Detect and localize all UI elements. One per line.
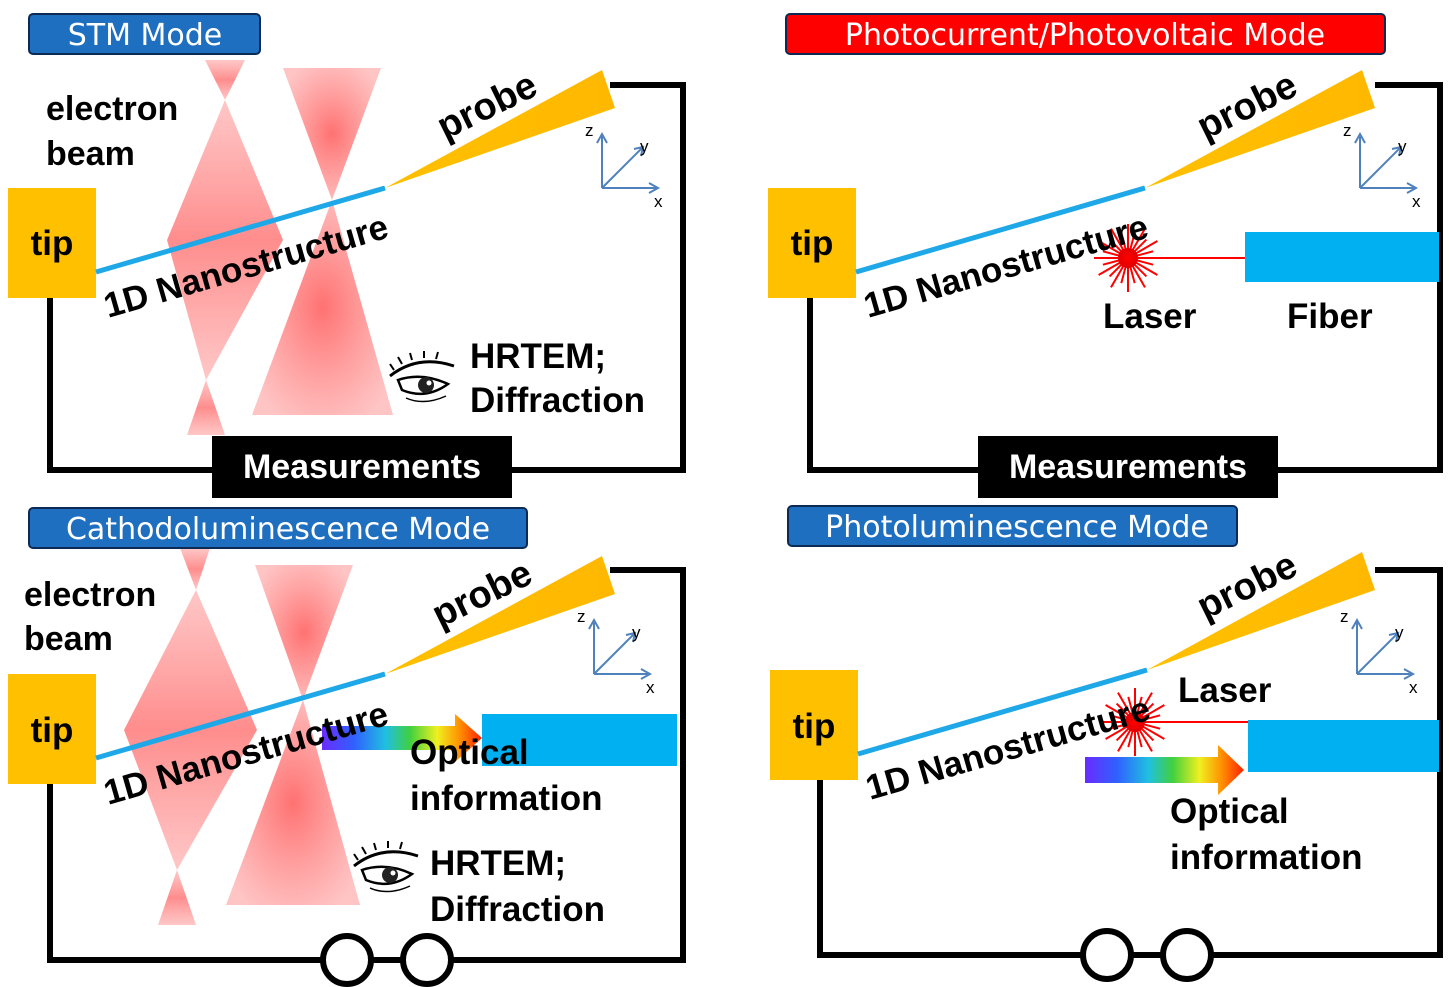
hrtem-beam-bottom: [226, 700, 360, 905]
panel-cathodoluminescence: tip probe 1D Nanostructure electron beam…: [8, 507, 686, 987]
circuit-wire: [47, 780, 322, 963]
mode-badge: [787, 505, 1238, 547]
tip-label: tip: [793, 707, 836, 746]
electron-beam-label-2: beam: [24, 620, 113, 658]
axis-y-label: y: [632, 623, 641, 642]
axes-icon: z y x: [577, 607, 655, 697]
fiber-block: [1245, 232, 1439, 282]
circuit-wire: [47, 290, 212, 473]
mode-badge: [28, 507, 528, 549]
optical-arrow: [1085, 745, 1244, 795]
axis-y-label: y: [1398, 137, 1407, 156]
terminal-circle: [1080, 928, 1134, 982]
nanowire: [95, 671, 386, 761]
axis-z-label: z: [577, 607, 586, 626]
hrtem-label-2: Diffraction: [430, 890, 605, 929]
probe-needle: [1147, 552, 1375, 670]
tip-block: [768, 188, 856, 298]
circuit-wire: [807, 295, 978, 473]
circuit-wire: [452, 567, 686, 963]
axis-x-label: x: [654, 192, 663, 211]
axis-z-label: z: [1343, 121, 1352, 140]
measurements-box: [212, 436, 512, 498]
measurements-box: [978, 436, 1278, 498]
eye-icon: [353, 841, 419, 893]
mode-label: Photoluminescence Mode: [825, 510, 1209, 545]
optical-label-1: Optical: [1170, 792, 1289, 831]
fiber-block: [1248, 720, 1439, 772]
nanowire: [855, 185, 1146, 275]
nanowire: [857, 667, 1148, 757]
laser-label: Laser: [1178, 671, 1272, 710]
terminal-circle: [1160, 928, 1214, 982]
probe-needle: [385, 70, 615, 188]
hrtem-beam-top: [255, 565, 353, 700]
terminal-circle: [320, 933, 374, 987]
electron-beam-lower: [158, 870, 196, 925]
electron-beam-label-1: electron: [46, 90, 178, 128]
axis-z-label: z: [1340, 607, 1349, 626]
axes-icon: z y x: [1340, 607, 1418, 697]
tip-block: [8, 674, 96, 784]
mode-label: STM Mode: [68, 18, 223, 53]
axis-x-label: x: [1412, 192, 1421, 211]
axis-z-label: z: [585, 121, 594, 140]
tip-label: tip: [31, 711, 74, 750]
panel-photocurrent: tip probe 1D Nanostructure Laser Fiber z…: [768, 13, 1443, 498]
axis-y-label: y: [640, 137, 649, 156]
panel-stm: tip probe 1D Nanostructure electron beam…: [8, 13, 686, 498]
mode-badge: [785, 13, 1386, 55]
measurements-label: Measurements: [1009, 448, 1247, 486]
tip-block: [770, 670, 858, 780]
circuit-wire: [512, 82, 686, 473]
optical-label-1: Optical: [410, 733, 529, 772]
axes-icon: z y x: [1343, 121, 1421, 211]
optical-label-2: information: [410, 779, 602, 818]
eye-icon: [389, 351, 455, 403]
axes-icon: z y x: [585, 121, 663, 211]
electron-beam-upper: [180, 548, 210, 590]
mode-badge: [28, 13, 261, 55]
mode-label: Photocurrent/Photovoltaic Mode: [845, 18, 1325, 53]
panel-photoluminescence: tip probe 1D Nanostructure Laser Optical…: [770, 505, 1443, 982]
tip-block: [8, 188, 96, 298]
laser-spot-icon: [1094, 224, 1162, 292]
fiber-label: Fiber: [1287, 297, 1373, 336]
axis-x-label: x: [646, 678, 655, 697]
electron-beam-cone: [167, 100, 283, 380]
hrtem-label-1: HRTEM;: [430, 844, 566, 883]
axis-x-label: x: [1409, 678, 1418, 697]
electron-beam-upper: [205, 60, 245, 100]
fiber-block: [482, 714, 677, 766]
circuit-wire: [817, 780, 1082, 958]
hrtem-beam-top: [283, 68, 381, 200]
probe-needle: [1145, 70, 1375, 188]
probe-needle: [385, 556, 615, 674]
tip-label: tip: [791, 224, 834, 263]
optical-label-2: information: [1170, 838, 1362, 877]
mode-label: Cathodoluminescence Mode: [66, 512, 490, 547]
axis-y-label: y: [1395, 623, 1404, 642]
terminal-circle: [400, 933, 454, 987]
nanostructure-label: 1D Nanostructure: [861, 689, 1154, 807]
laser-label: Laser: [1103, 297, 1197, 336]
nanowire: [95, 185, 386, 275]
electron-beam-label-2: beam: [46, 135, 135, 173]
hrtem-label-1: HRTEM;: [470, 337, 606, 376]
measurements-label: Measurements: [243, 448, 481, 486]
electron-beam-label-1: electron: [24, 576, 156, 614]
laser-spot-icon: [1101, 688, 1169, 756]
hrtem-label-2: Diffraction: [470, 381, 645, 420]
tip-label: tip: [31, 224, 74, 263]
electron-beam-lower: [187, 380, 225, 435]
circuit-wire: [1278, 82, 1443, 473]
optical-arrow: [322, 714, 482, 762]
hrtem-beam-bottom: [252, 200, 393, 415]
circuit-wire: [1212, 567, 1443, 958]
